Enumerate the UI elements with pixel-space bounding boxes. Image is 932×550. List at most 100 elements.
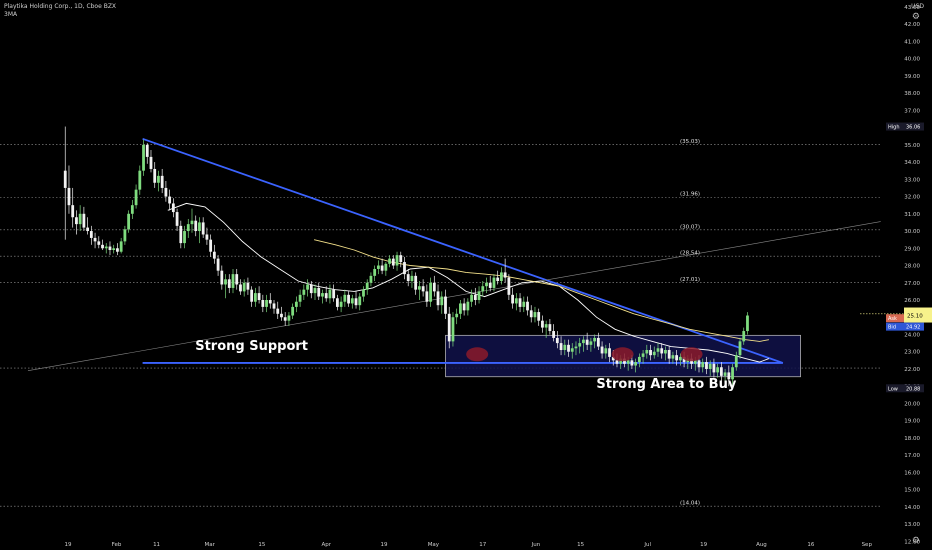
- candle-49: [246, 277, 250, 295]
- candle-20: [138, 165, 142, 195]
- candle-107: [462, 298, 466, 316]
- candle-103: [447, 306, 451, 349]
- ask-tag-label-bg: [886, 314, 904, 323]
- candle-47: [239, 279, 242, 295]
- candle-body: [190, 220, 194, 225]
- candle-body: [656, 348, 660, 352]
- y-tick-30: 42.00: [904, 22, 920, 28]
- candle-body: [507, 277, 511, 295]
- x-tick-3: Mar: [205, 542, 216, 548]
- candle-body: [380, 265, 384, 271]
- candle-body: [276, 308, 280, 314]
- candle-95: [418, 281, 421, 300]
- candle-body: [604, 348, 608, 354]
- x-tick-8: 17: [479, 542, 486, 548]
- bid-tag-label: Bid: [888, 325, 896, 331]
- candle-body: [212, 251, 216, 259]
- candle-145: [604, 344, 608, 359]
- level-label-4: (27.01): [680, 277, 700, 283]
- candle-body: [145, 144, 149, 157]
- candle-body: [436, 291, 440, 306]
- candle-body: [339, 301, 343, 307]
- candle-body: [470, 294, 473, 302]
- candle-body: [205, 234, 209, 240]
- candle-body: [332, 289, 336, 299]
- candle-97: [425, 284, 429, 307]
- candle-57: [276, 301, 280, 319]
- candle-body: [678, 356, 682, 361]
- candle-13: [112, 244, 116, 254]
- annotations: Strong Support Strong Area to Buy: [195, 339, 737, 392]
- y-tick-5: 17.00: [904, 453, 920, 459]
- candle-body: [239, 284, 242, 292]
- bid-tag-label-bg: [886, 322, 904, 331]
- candle-body: [302, 289, 306, 295]
- candle-114: [488, 275, 492, 292]
- y-tick-16: 28.00: [904, 264, 920, 270]
- candle-106: [459, 300, 462, 319]
- candle-134: [563, 339, 567, 356]
- high-tag-value: 36.06: [906, 125, 920, 131]
- candle-130: [548, 318, 552, 335]
- candle-body: [227, 279, 231, 288]
- candle-124: [526, 296, 529, 316]
- candle-42: [220, 265, 224, 290]
- gear-icon[interactable]: ⚙: [911, 12, 920, 22]
- candle-128: [541, 315, 544, 333]
- y-tick-4: 16.00: [904, 470, 920, 476]
- candle-body: [716, 367, 720, 373]
- candle-122: [518, 293, 522, 313]
- candle-0: [63, 126, 67, 240]
- level-label-2: (30.07): [680, 224, 700, 230]
- candle-body: [429, 282, 432, 302]
- candle-body: [455, 313, 459, 318]
- candle-64: [302, 284, 306, 300]
- candle-16: [123, 225, 127, 245]
- chart-title: Playtika Holding Corp., 1D, Cboe BZX: [4, 3, 117, 10]
- candle-body: [71, 205, 75, 218]
- candle-body: [541, 320, 544, 328]
- candle-118: [503, 258, 507, 283]
- settings-gear-icon[interactable]: ⚙: [911, 536, 920, 546]
- candle-136: [570, 343, 574, 359]
- candle-48: [242, 279, 246, 297]
- candle-body: [175, 212, 179, 226]
- candle-37: [201, 217, 205, 238]
- candle-body: [570, 348, 574, 352]
- candle-body: [675, 355, 679, 361]
- candle-141: [589, 337, 593, 352]
- time-axis[interactable]: 19 Feb 11 Mar 15 Apr 19 May 17 Jun 15 Jul 19 Aug 16 Sep: [65, 542, 873, 548]
- candle-24: [153, 162, 157, 188]
- candle-60: [287, 312, 291, 326]
- candle-body: [157, 175, 160, 183]
- candle-89: [395, 251, 399, 271]
- candle-59: [283, 312, 287, 326]
- candle-body: [537, 312, 541, 321]
- candle-18: [130, 200, 134, 219]
- y-tick-3: 15.00: [904, 488, 920, 494]
- indicator-label[interactable]: 3MA: [4, 11, 18, 18]
- candle-body: [186, 224, 190, 232]
- x-tick-9: Jun: [531, 542, 541, 548]
- candle-body: [373, 268, 377, 276]
- candle-body: [585, 339, 589, 345]
- bid-tag-value-bg: [904, 322, 924, 331]
- x-tick-15: Sep: [862, 542, 873, 548]
- candle-68: [317, 282, 321, 300]
- candle-body: [723, 372, 727, 376]
- candle-82: [369, 272, 373, 287]
- candle-108: [466, 298, 470, 316]
- low-tag-label: Low: [888, 386, 898, 392]
- candle-61: [291, 303, 295, 319]
- candle-93: [410, 270, 414, 288]
- candle-body: [317, 287, 321, 297]
- candle-body: [608, 348, 611, 357]
- candle-17: [127, 210, 131, 233]
- candle-body: [522, 301, 526, 307]
- candle-body: [369, 275, 373, 283]
- candle-29: [171, 198, 175, 218]
- candle-body: [447, 313, 451, 342]
- y-tick-22: 34.00: [904, 160, 920, 166]
- candle-body: [406, 274, 410, 282]
